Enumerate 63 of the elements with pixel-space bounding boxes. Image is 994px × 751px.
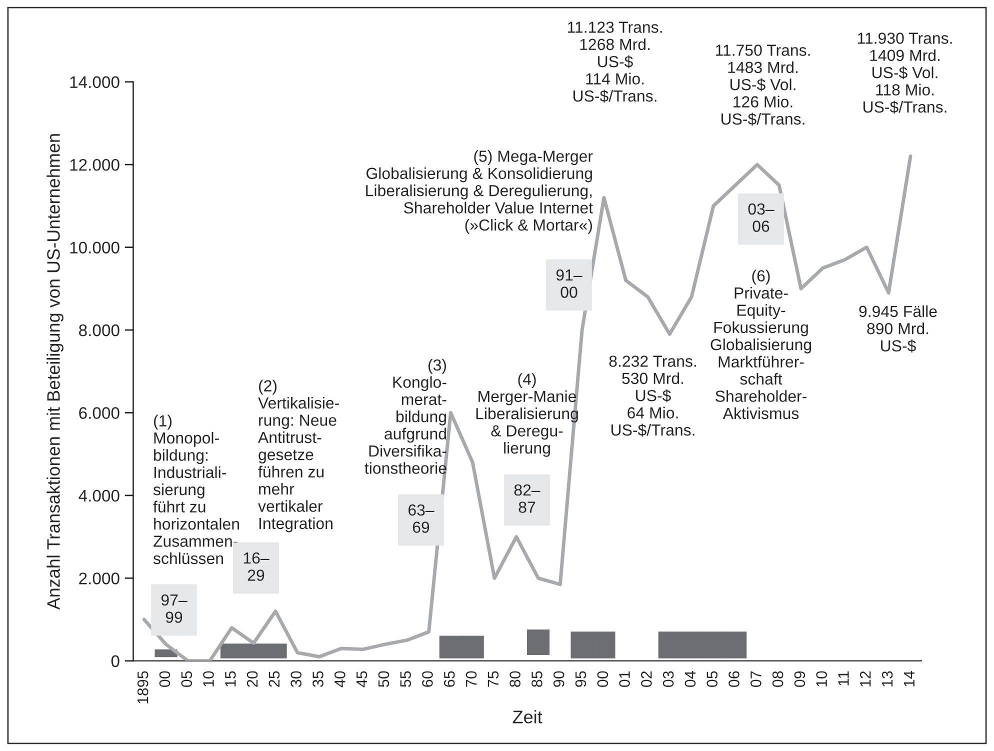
x-tick-label: 02 [641, 671, 652, 687]
annotation: (3) Konglo- merat- bildung aufgrund Diversifika- tionstheorie [364, 358, 446, 474]
x-tick-label: 06 [728, 671, 740, 687]
x-tick-label: 14 [904, 671, 914, 686]
y-tick-label: 10.000 [70, 242, 120, 254]
x-tick-label: 30 [290, 671, 302, 688]
x-tick-label: 20 [246, 671, 258, 687]
x-tick-label: 25 [268, 671, 280, 687]
y-tick-label: 0 [111, 655, 120, 668]
x-tick-label: 1895 [137, 671, 148, 704]
x-axis-title: Zeit [512, 710, 542, 724]
x-tick-label: 80 [510, 671, 520, 687]
annotation: 97– 99 [161, 594, 188, 623]
annotation: 11.750 Trans. 1483 Mrd. US-$ Vol. 126 Mio. US-$/Trans. [716, 44, 810, 126]
y-tick-label: 2.000 [79, 572, 120, 584]
x-tick-label: 50 [378, 671, 390, 687]
annotation: (5) Mega-Merger Globalisierung & Konsolidierung Liberalisierung & Deregulierung, Shareholder Value Internet (»Click & Mortar«) [366, 150, 593, 234]
x-tick-label: 65 [444, 671, 455, 687]
annotation: 82– 87 [514, 484, 540, 513]
x-tick-label: 00 [597, 671, 608, 687]
text: (1) Monopol- bildung: Industriali- sierung führt zu horizontalen Zusammen- schlüssen [153, 414, 239, 564]
annotation: 8.232 Trans. 530 Mrd. US-$ 64 Mio. US-$/Trans. [609, 356, 696, 437]
x-tick-label: 85 [532, 671, 542, 687]
annotation: 91– 00 [556, 269, 582, 298]
x-tick-label: 35 [312, 671, 324, 688]
x-tick-label: 75 [488, 671, 499, 687]
y-tick-label: 6.000 [79, 407, 120, 419]
annotation: (4) Merger-Manie Liberalisierung & Deregu- lierung [476, 373, 578, 457]
x-tick-label: 90 [553, 671, 564, 687]
x-tick-label: 05 [706, 671, 718, 687]
x-tick-label: 55 [400, 671, 411, 687]
x-tick-label: 01 [619, 671, 630, 687]
x-tick-label: 70 [466, 671, 477, 687]
x-tick-label: 12 [860, 671, 871, 686]
x-tick-label: 60 [422, 671, 433, 687]
annotation: 63– 69 [408, 504, 434, 533]
x-tick-label: 09 [794, 671, 806, 687]
x-tick-label: 15 [225, 671, 236, 686]
y-tick-label: 14.000 [70, 76, 120, 88]
annotation: 16– 29 [244, 552, 270, 581]
y-tick-label: 4.000 [78, 490, 120, 502]
x-tick-label: 13 [882, 671, 893, 686]
x-tick-label: 10 [816, 671, 828, 686]
annotation: 03– 06 [748, 203, 774, 232]
x-tick-label: 07 [750, 671, 762, 687]
text: (2) Vertikalisie- rung: Neue Antitrust- gesetze führen zu mehr vertikaler Integration [258, 380, 339, 532]
annotation: 11.123 Trans. 1268 Mrd. US-$ 114 Mio. US-$/Trans. [568, 22, 662, 103]
x-tick-label: 40 [334, 671, 346, 688]
x-tick-label: 08 [772, 671, 784, 687]
x-tick-label: 03 [662, 671, 674, 687]
x-tick-label: 00 [159, 671, 170, 687]
x-tick-label: 95 [575, 671, 586, 687]
x-tick-label: 11 [838, 671, 849, 686]
y-axis-title: Anzahl Transaktionen mit Beteiligung von US-Unternehmen [46, 134, 64, 610]
x-tick-label: 05 [181, 671, 192, 687]
y-tick-label: 12.000 [70, 158, 120, 171]
text: (6) Private- Equity- Fokussierung Globalisierung Marktführer- schaft Shareholder- Aktivismus [710, 270, 812, 420]
y-tick-label: 8.000 [79, 324, 120, 336]
x-tick-label: 45 [356, 671, 368, 688]
annotation: 9.945 Fälle 890 Mrd. US-$ [859, 305, 937, 352]
annotation: 11.930 Trans. 1409 Mrd. US-$ Vol. 118 Mio. US-$/Trans. [858, 32, 952, 114]
x-tick-label: 10 [203, 671, 214, 686]
x-tick-label: 04 [684, 671, 696, 687]
